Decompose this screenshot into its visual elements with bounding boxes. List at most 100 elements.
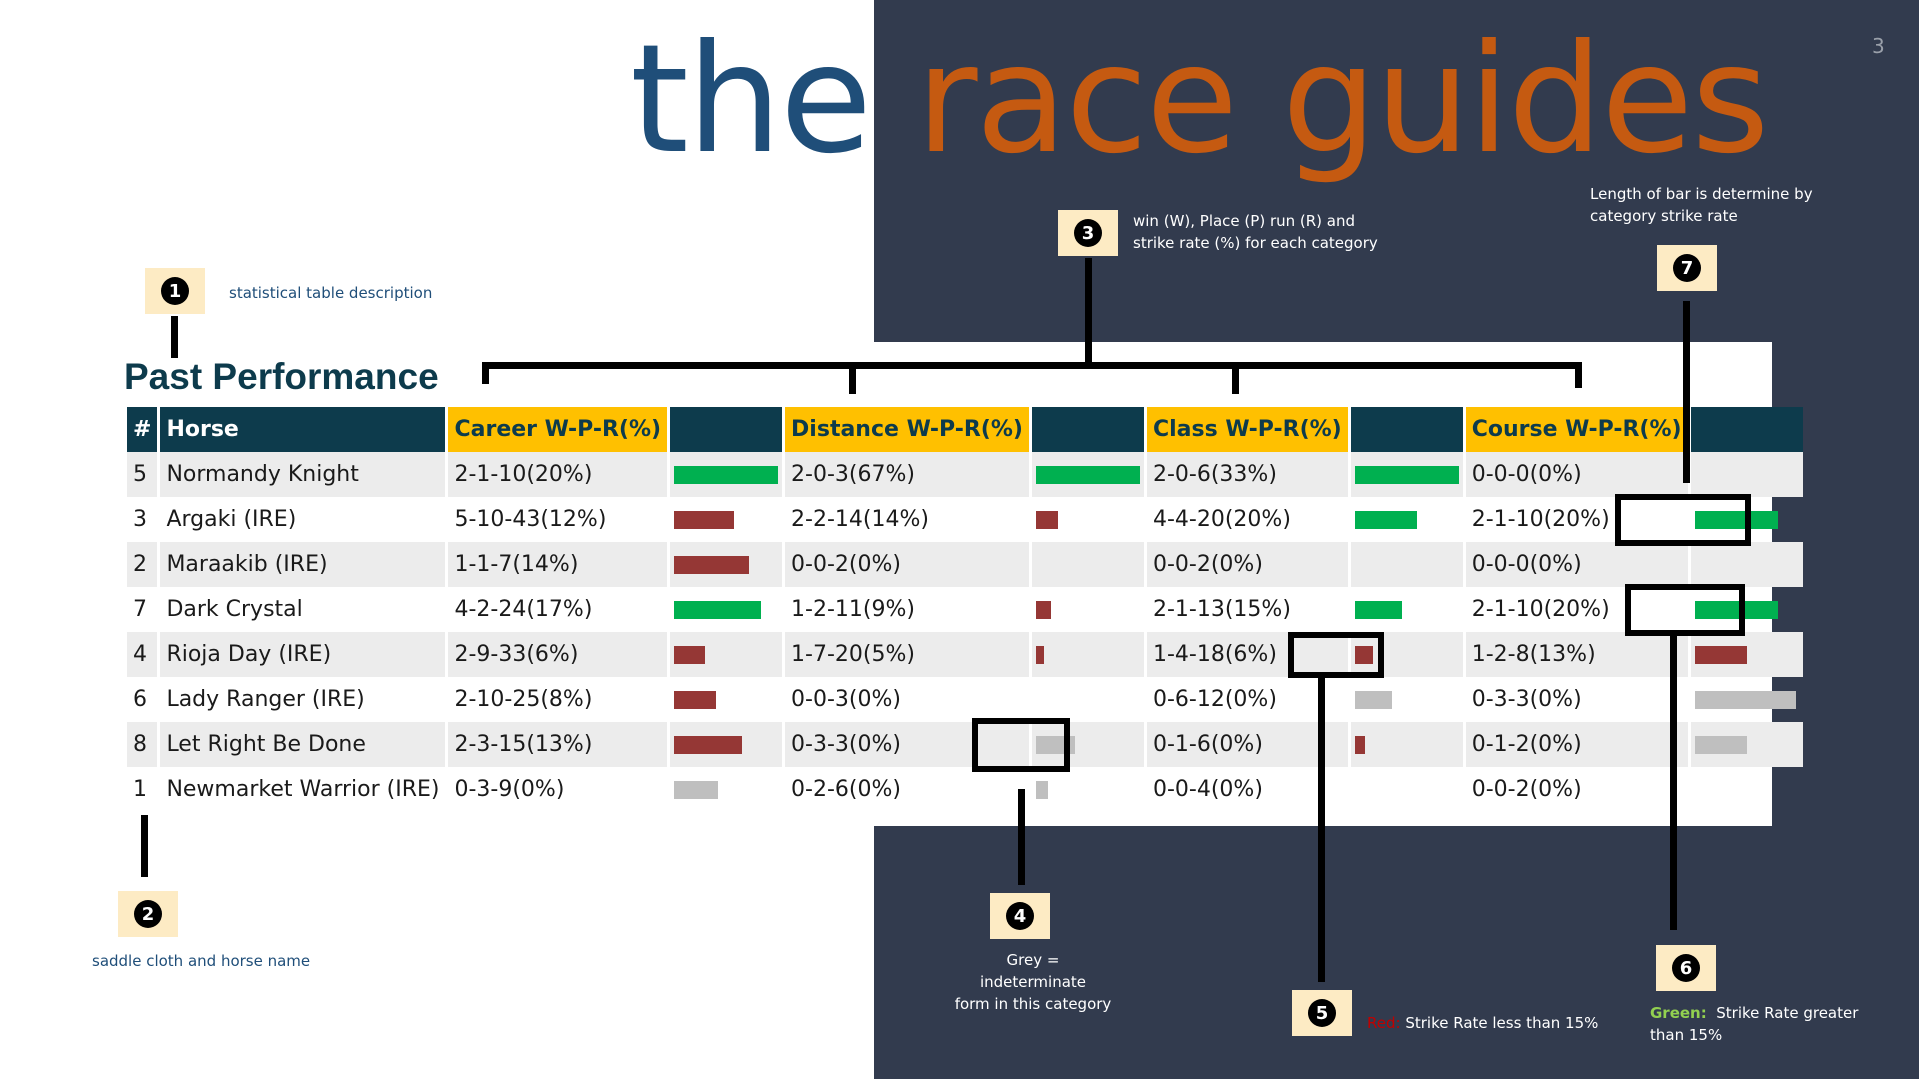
distance-stat: 1-7-20(5%) — [785, 632, 1029, 677]
race-guides-logo: the race guides — [630, 13, 1769, 187]
header-career-bar — [670, 407, 783, 452]
callout-5-desc: Strike Rate less than 15% — [1405, 1014, 1599, 1032]
class-stat: 4-4-20(20%) — [1152, 507, 1291, 532]
class-stat: 1-4-18(6%) — [1146, 632, 1348, 677]
callout-2-text: saddle cloth and horse name — [92, 952, 311, 970]
course-bar-cell — [1690, 452, 1803, 497]
callout-4-badge: 4 — [1006, 902, 1034, 930]
callout-6-line1: Strike Rate greater — [1716, 1004, 1859, 1022]
horse-name: Rioja Day (IRE) — [160, 632, 446, 677]
saddle-cloth-number: 8 — [127, 722, 158, 767]
course-stat: 0-0-0(0%) — [1465, 452, 1688, 497]
callout-3-line1: win (W), Place (P) run (R) and — [1133, 212, 1356, 230]
career-stat: 2-3-15(13%) — [448, 722, 668, 767]
class-bar-cell — [1350, 542, 1463, 587]
page-number: 3 — [1872, 34, 1885, 58]
class-bar-cell — [1351, 767, 1463, 812]
callout-3-stem — [1085, 258, 1092, 366]
horse-name: Newmarket Warrior (IRE) — [166, 777, 440, 802]
strike-rate-bar-red — [1035, 645, 1045, 664]
strike-rate-bar-green — [1354, 510, 1418, 529]
callout-2-badge: 2 — [134, 900, 162, 928]
strike-rate-bar-grey — [1035, 780, 1049, 799]
header-distance: Distance W-P-R(%) — [785, 407, 1029, 452]
class-stat: 0-6-12(0%) — [1152, 687, 1277, 712]
strike-rate-bar-green — [1035, 465, 1140, 484]
callout-4-line2: form in this category — [954, 995, 1112, 1013]
strike-rate-bar-green — [1694, 600, 1778, 619]
career-stat: 2-1-10(20%) — [448, 452, 668, 497]
callout-7-line — [1683, 301, 1690, 483]
table-row: 2 Maraakib (IRE) 1-1-7(14%) 0-0-2(0%) 0-0-2(… — [127, 542, 1803, 587]
callout-1-box: 1 — [145, 268, 205, 314]
callout-6-label: Green: — [1650, 1004, 1707, 1022]
strike-rate-bar-red — [1354, 645, 1374, 664]
course-bar-cell — [1691, 497, 1803, 542]
horse-name: Maraakib (IRE) — [160, 542, 446, 587]
course-bar-cell — [1690, 632, 1803, 677]
distance-bar-cell — [1032, 767, 1144, 812]
career-stat: 4-2-24(17%) — [454, 597, 593, 622]
callout-1-line — [171, 316, 178, 358]
distance-stat: 2-2-14(14%) — [791, 507, 929, 532]
course-stat: 1-2-8(13%) — [1465, 632, 1688, 677]
distance-stat: 0-3-3(0%) — [785, 722, 1029, 767]
callout-5-line — [1318, 678, 1325, 982]
career-bar-cell — [670, 542, 783, 587]
callout-1-text: statistical table description — [229, 284, 433, 302]
distance-bar-cell — [1031, 452, 1144, 497]
callout-3-tick-2 — [849, 362, 856, 394]
career-bar-cell — [670, 497, 782, 542]
callout-4-highlight — [972, 718, 1070, 772]
strike-rate-bar-grey — [1694, 690, 1797, 709]
class-bar-cell — [1351, 677, 1463, 722]
table-row: 7 Dark Crystal 4-2-24(17%) 1-2-11(9%) 2-1-13… — [127, 587, 1803, 632]
header-horse: Horse — [160, 407, 446, 452]
callout-5-label: Red: — [1367, 1014, 1401, 1032]
strike-rate-bar-red — [674, 510, 735, 529]
strike-rate-bar-red — [1354, 735, 1366, 754]
table-row: 3 Argaki (IRE) 5-10-43(12%) 2-2-14(14%) 4-4-… — [127, 497, 1803, 542]
callout-7-highlight — [1615, 494, 1751, 546]
career-bar-cell — [670, 632, 783, 677]
career-bar-cell — [670, 677, 782, 722]
distance-bar-cell — [1031, 632, 1144, 677]
strike-rate-bar-green — [674, 465, 779, 484]
saddle-cloth-number: 5 — [127, 452, 158, 497]
course-stat: 0-3-3(0%) — [1471, 687, 1582, 712]
distance-stat: 0-2-6(0%) — [791, 777, 901, 802]
table-row: 5 Normandy Knight 2-1-10(20%) 2-0-3(67%) 2-0… — [127, 452, 1803, 497]
horse-name: Dark Crystal — [166, 597, 303, 622]
callout-4-line — [1018, 789, 1025, 885]
callout-4-text: Grey = indeterminate form in this categor… — [953, 949, 1113, 1015]
strike-rate-bar-red — [674, 735, 742, 754]
distance-bar-cell — [1031, 542, 1144, 587]
callout-3-text: win (W), Place (P) run (R) and strike rat… — [1133, 210, 1378, 254]
header-career: Career W-P-R(%) — [448, 407, 668, 452]
distance-bar-cell — [1032, 677, 1144, 722]
class-bar-cell — [1350, 632, 1463, 677]
table-row: 4 Rioja Day (IRE) 2-9-33(6%) 1-7-20(5%) 1-4-… — [127, 632, 1803, 677]
callout-6-box: 6 — [1656, 945, 1716, 991]
saddle-cloth-number: 4 — [127, 632, 158, 677]
class-stat: 0-0-4(0%) — [1152, 777, 1263, 802]
callout-5-badge: 5 — [1308, 999, 1336, 1027]
strike-rate-bar-green — [674, 600, 762, 619]
strike-rate-bar-grey — [1694, 735, 1747, 754]
class-stat: 2-1-13(15%) — [1152, 597, 1291, 622]
table-header-row: # Horse Career W-P-R(%) Distance W-P-R(%… — [127, 407, 1803, 452]
callout-5-highlight — [1288, 632, 1384, 678]
course-stat: 0-0-0(0%) — [1465, 542, 1688, 587]
course-stat: 2-1-10(20%) — [1471, 507, 1610, 532]
callout-3-tick-4 — [1575, 362, 1582, 388]
strike-rate-bar-red — [1035, 600, 1051, 619]
callout-7-line1: Length of bar is determine by — [1590, 185, 1813, 203]
table-title: Past Performance — [124, 356, 439, 397]
saddle-cloth-number: 6 — [133, 687, 147, 712]
class-stat: 2-0-6(33%) — [1146, 452, 1348, 497]
career-bar-cell — [670, 767, 782, 812]
header-course-bar — [1690, 407, 1803, 452]
callout-3-tick-3 — [1232, 362, 1239, 394]
strike-rate-bar-red — [674, 555, 749, 574]
callout-4-box: 4 — [990, 893, 1050, 939]
